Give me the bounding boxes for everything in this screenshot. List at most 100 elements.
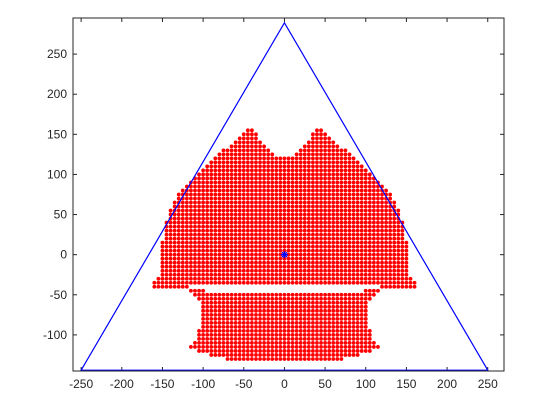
data-point	[241, 200, 246, 205]
data-point	[331, 341, 336, 345]
data-point	[290, 312, 295, 317]
data-point	[241, 132, 246, 137]
data-point	[209, 349, 214, 353]
data-point	[327, 216, 332, 221]
data-point	[197, 345, 201, 349]
data-point	[347, 176, 352, 181]
data-point	[229, 160, 234, 165]
data-point	[221, 216, 226, 221]
data-point	[160, 264, 165, 269]
data-point	[282, 353, 287, 357]
data-point	[245, 180, 250, 185]
data-point	[290, 304, 295, 309]
data-point	[388, 236, 393, 241]
data-point	[213, 252, 218, 257]
x-tick-label: -50	[235, 377, 253, 391]
data-point	[209, 176, 214, 181]
data-point	[396, 228, 401, 233]
data-point	[270, 252, 275, 257]
data-point	[347, 220, 352, 225]
data-point	[266, 208, 271, 213]
data-point	[319, 144, 323, 149]
data-point	[327, 156, 332, 161]
data-point	[250, 341, 254, 345]
data-point	[213, 236, 218, 241]
data-point	[250, 228, 254, 233]
data-point	[278, 216, 283, 221]
data-point	[302, 312, 307, 317]
x-tick-label: 100	[356, 377, 376, 391]
data-point	[225, 180, 230, 185]
data-point	[217, 164, 222, 169]
data-point	[221, 152, 226, 157]
data-point	[298, 333, 303, 337]
data-point	[343, 324, 348, 329]
data-point	[367, 188, 372, 193]
data-point	[396, 240, 401, 245]
data-point	[193, 252, 197, 257]
data-point	[274, 345, 279, 349]
data-point	[331, 272, 336, 277]
data-point	[262, 345, 266, 349]
data-point	[245, 353, 250, 357]
data-point	[367, 256, 372, 261]
data-point	[343, 349, 348, 353]
data-point	[217, 168, 222, 173]
data-point	[311, 192, 315, 197]
data-point	[241, 324, 246, 329]
data-point	[311, 248, 315, 253]
data-point	[168, 280, 173, 285]
data-point	[323, 272, 327, 277]
data-point	[286, 324, 291, 329]
data-point	[331, 308, 336, 313]
data-point	[363, 349, 368, 353]
data-point	[274, 349, 279, 353]
data-point	[298, 300, 303, 305]
data-point	[290, 276, 295, 281]
data-point	[221, 312, 226, 317]
data-point	[262, 160, 266, 165]
data-point	[335, 252, 340, 257]
data-point	[351, 220, 356, 225]
data-point	[339, 268, 344, 273]
data-point	[384, 236, 388, 241]
data-point	[311, 156, 315, 161]
data-point	[229, 341, 234, 345]
data-point	[282, 349, 287, 353]
data-point	[298, 353, 303, 357]
data-point	[355, 341, 360, 345]
data-point	[327, 188, 332, 193]
data-point	[241, 337, 246, 341]
data-point	[217, 184, 222, 189]
data-point	[323, 212, 327, 217]
data-point	[376, 216, 380, 221]
data-point	[201, 320, 206, 325]
data-point	[233, 324, 238, 329]
data-point	[335, 212, 340, 217]
data-point	[258, 341, 262, 345]
data-point	[184, 260, 189, 265]
data-point	[164, 272, 169, 277]
data-point	[266, 164, 271, 169]
data-point	[270, 316, 275, 321]
data-point	[343, 168, 348, 173]
data-point	[367, 337, 372, 341]
data-point	[355, 316, 360, 321]
data-point	[229, 312, 234, 317]
data-point	[294, 212, 299, 217]
data-point	[371, 244, 376, 249]
data-point	[367, 224, 372, 229]
data-point	[376, 192, 380, 197]
data-point	[359, 328, 364, 333]
data-point	[323, 353, 327, 357]
y-tick-label: -50	[50, 288, 68, 302]
data-point	[315, 232, 319, 237]
data-point	[262, 244, 266, 249]
data-point	[294, 353, 299, 357]
data-point	[282, 264, 287, 269]
data-point	[197, 276, 201, 281]
data-point	[254, 204, 258, 209]
data-point	[189, 184, 193, 189]
data-point	[339, 220, 344, 225]
data-point	[266, 337, 271, 341]
